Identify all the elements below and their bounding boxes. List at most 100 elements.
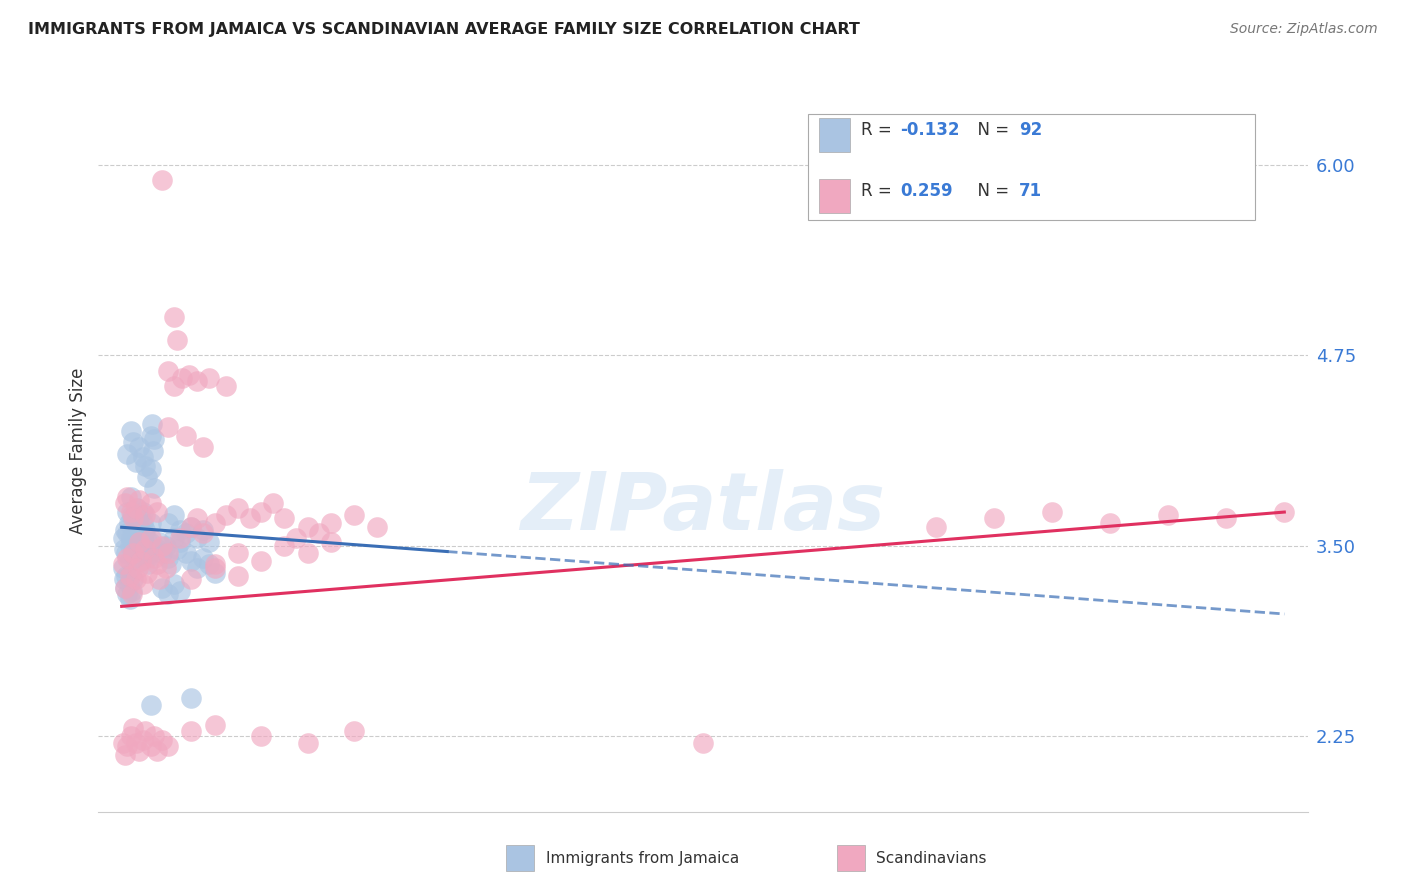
Point (148, 572, 170, 586)
Point (128, 546, 150, 560)
Point (121, 587, 143, 601)
Point (226, 500, 249, 515)
Point (118, 576, 141, 591)
Point (124, 455, 146, 469)
Point (131, 450, 153, 465)
Point (136, 470, 159, 484)
Point (174, 429, 197, 443)
Point (163, 379, 186, 393)
Point (124, 572, 146, 586)
Point (239, 511, 262, 525)
Point (139, 496, 162, 510)
Point (159, 557, 181, 571)
Point (128, 744, 150, 758)
Point (157, 739, 180, 754)
Point (1040, 505, 1063, 519)
Point (150, 733, 173, 747)
Point (150, 546, 173, 560)
Point (134, 546, 156, 560)
Text: Scandinavians: Scandinavians (876, 851, 987, 865)
Point (157, 587, 180, 601)
Point (131, 505, 153, 519)
Point (198, 557, 221, 571)
Point (136, 550, 159, 565)
Point (118, 516, 141, 530)
Point (180, 520, 202, 534)
Point (139, 462, 162, 476)
Point (122, 546, 145, 560)
Point (122, 435, 145, 450)
Text: -0.132: -0.132 (901, 121, 960, 139)
Point (169, 531, 191, 545)
Point (139, 516, 162, 530)
Point (124, 526, 146, 541)
Point (117, 505, 139, 519)
Point (125, 500, 148, 515)
Point (124, 500, 146, 515)
Point (143, 550, 166, 565)
Point (198, 535, 221, 549)
Point (125, 524, 148, 538)
Point (111, 561, 134, 575)
Point (157, 363, 180, 377)
Point (114, 581, 136, 595)
Point (166, 541, 188, 556)
Text: Immigrants from Jamaica: Immigrants from Jamaica (546, 851, 738, 865)
Point (319, 516, 342, 530)
Point (128, 440, 150, 454)
Point (139, 531, 162, 545)
Point (121, 508, 143, 522)
Point (115, 546, 138, 560)
Point (343, 508, 366, 522)
Point (924, 520, 946, 534)
Point (143, 432, 166, 446)
Point (111, 557, 134, 571)
Point (143, 481, 166, 495)
Text: R =: R = (860, 182, 903, 200)
Point (169, 584, 191, 599)
Point (215, 508, 238, 522)
Point (120, 490, 142, 504)
Point (120, 425, 142, 439)
Point (155, 561, 177, 575)
Point (117, 587, 139, 601)
Point (120, 505, 142, 519)
Point (180, 520, 202, 534)
Y-axis label: Average Family Size: Average Family Size (69, 368, 87, 533)
Point (114, 581, 136, 595)
Point (215, 379, 238, 393)
Text: Source: ZipAtlas.com: Source: ZipAtlas.com (1230, 22, 1378, 37)
Text: R =: R = (860, 121, 897, 139)
Point (132, 535, 155, 549)
Point (142, 444, 165, 458)
Point (198, 371, 221, 385)
Point (169, 524, 191, 538)
Point (163, 576, 186, 591)
Point (262, 496, 284, 510)
Point (118, 569, 141, 583)
Point (143, 729, 166, 743)
Point (122, 721, 145, 735)
Point (155, 539, 177, 553)
Point (186, 531, 208, 545)
Point (191, 440, 214, 454)
Point (139, 698, 162, 713)
Point (308, 526, 330, 541)
Point (166, 333, 188, 347)
Point (127, 539, 149, 553)
Point (128, 520, 150, 534)
Point (1098, 516, 1121, 530)
Point (226, 569, 249, 583)
Point (191, 524, 214, 538)
Point (117, 550, 139, 565)
Point (124, 535, 146, 549)
Point (250, 505, 273, 519)
Point (136, 566, 159, 580)
Point (115, 569, 138, 583)
Point (297, 520, 319, 534)
Point (122, 572, 145, 586)
Point (120, 531, 142, 545)
Point (131, 554, 153, 568)
Point (145, 557, 167, 571)
Point (169, 535, 191, 549)
